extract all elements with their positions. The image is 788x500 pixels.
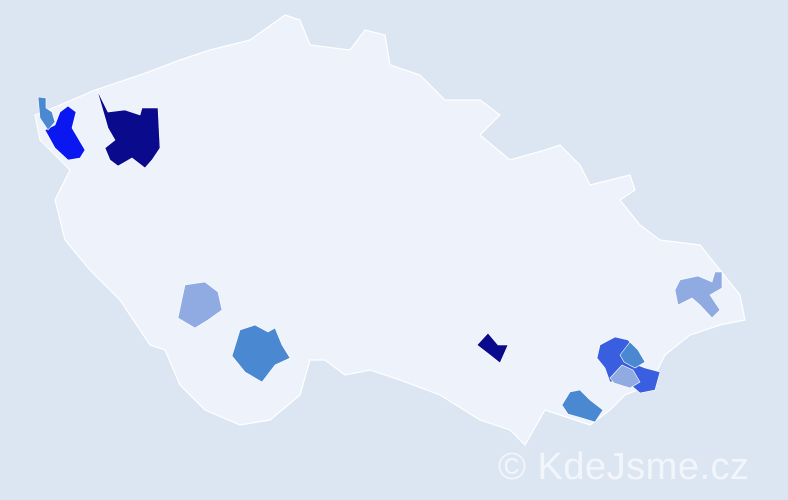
district-se-lightest[interactable] bbox=[609, 364, 641, 389]
district-central-navy[interactable] bbox=[476, 332, 509, 364]
country-outline bbox=[34, 14, 746, 446]
watermark: © KdeJsme.cz bbox=[498, 446, 750, 488]
district-south-medium[interactable] bbox=[231, 324, 291, 383]
district-nw-blue[interactable] bbox=[44, 105, 86, 161]
district-nw-navy[interactable] bbox=[96, 89, 161, 169]
district-nw-small[interactable] bbox=[37, 96, 56, 131]
district-sw-light[interactable] bbox=[177, 281, 223, 329]
district-east-light[interactable] bbox=[674, 271, 723, 319]
district-se-south[interactable] bbox=[561, 389, 604, 423]
district-se-light[interactable] bbox=[619, 341, 646, 369]
